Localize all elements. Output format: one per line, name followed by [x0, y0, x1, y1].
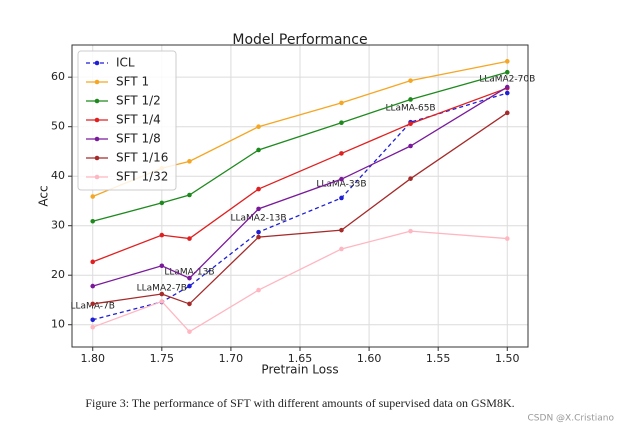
- point-label: LLaMA-13B: [164, 268, 214, 278]
- point: [90, 194, 96, 199]
- point: [256, 234, 261, 240]
- point: [339, 100, 344, 106]
- legend-label: SFT 1/32: [116, 170, 168, 184]
- point: [504, 59, 510, 64]
- point: [504, 90, 510, 96]
- legend-label: SFT 1/4: [116, 113, 161, 127]
- x-tick-label: 1.75: [150, 352, 175, 365]
- point: [90, 218, 96, 224]
- legend-marker: [94, 174, 100, 180]
- y-tick-label: 40: [51, 169, 65, 182]
- point: [504, 110, 510, 116]
- point: [408, 121, 413, 127]
- point: [159, 200, 165, 206]
- legend-box: [77, 50, 177, 191]
- point: [504, 69, 510, 75]
- legend-label: ICL: [116, 56, 135, 70]
- x-tick-label: 1.50: [495, 352, 520, 365]
- point: [159, 263, 165, 269]
- point: [187, 192, 192, 198]
- x-axis-label: Pretrain Loss: [261, 363, 338, 377]
- legend-marker: [94, 98, 100, 104]
- y-tick-label: 50: [51, 120, 65, 133]
- x-tick-label: 1.65: [288, 352, 313, 365]
- x-tick-label: 1.70: [219, 352, 244, 365]
- point-label: LLaMA-7B: [71, 301, 115, 311]
- point-label: LLaMA-65B: [385, 104, 435, 114]
- legend-label: SFT 1/16: [116, 151, 168, 165]
- point: [408, 97, 413, 102]
- point: [90, 301, 96, 307]
- y-tick-label: 10: [51, 318, 65, 331]
- point: [339, 246, 344, 252]
- chart-title: Model Performance: [232, 32, 367, 48]
- point-label: LLaMA2-13B: [231, 214, 287, 224]
- point: [159, 232, 165, 238]
- legend-label: SFT 1/2: [116, 94, 161, 108]
- y-axis-label: Acc: [37, 185, 51, 206]
- point: [339, 120, 344, 126]
- x-tick-label: 1.80: [80, 352, 105, 365]
- legend-label: SFT 1/8: [116, 132, 161, 146]
- x-tick-label: 1.60: [357, 352, 382, 365]
- legend-marker: [94, 117, 100, 123]
- point-label: LLaMA2-70B: [479, 75, 535, 85]
- legend-marker: [94, 60, 100, 66]
- legend-label: SFT 1: [116, 75, 149, 89]
- point: [256, 229, 261, 235]
- y-tick-label: 20: [51, 268, 65, 281]
- point: [90, 259, 96, 265]
- point: [339, 195, 344, 201]
- legend-marker: [94, 155, 100, 161]
- point-label: LLaMA2-7B: [137, 283, 187, 293]
- legend-marker: [94, 136, 100, 142]
- caption: Figure 3: The performance of SFT with di…: [85, 396, 514, 410]
- x-tick-label: 1.55: [426, 352, 451, 365]
- point: [187, 329, 192, 334]
- point: [256, 206, 261, 212]
- point: [90, 283, 96, 289]
- point: [187, 301, 192, 307]
- point: [256, 124, 261, 129]
- y-tick-label: 30: [51, 219, 65, 232]
- point-label: LLaMA-33B: [316, 179, 366, 189]
- legend-marker: [94, 79, 100, 85]
- point: [187, 275, 192, 281]
- point: [159, 299, 165, 304]
- point: [187, 236, 192, 241]
- point: [159, 291, 165, 297]
- watermark: CSDN @X.Cristiano: [528, 414, 615, 424]
- point: [408, 143, 413, 149]
- point: [256, 186, 261, 192]
- point: [90, 324, 96, 330]
- point: [256, 287, 261, 293]
- point: [504, 236, 510, 241]
- point: [90, 317, 96, 323]
- point: [339, 176, 344, 182]
- point: [339, 227, 344, 233]
- point: [408, 78, 413, 83]
- point: [256, 147, 261, 153]
- point: [187, 283, 192, 289]
- point: [339, 151, 344, 156]
- point: [408, 176, 413, 181]
- point: [504, 84, 510, 90]
- y-tick-label: 60: [51, 70, 65, 83]
- point: [408, 228, 413, 234]
- point: [187, 159, 192, 164]
